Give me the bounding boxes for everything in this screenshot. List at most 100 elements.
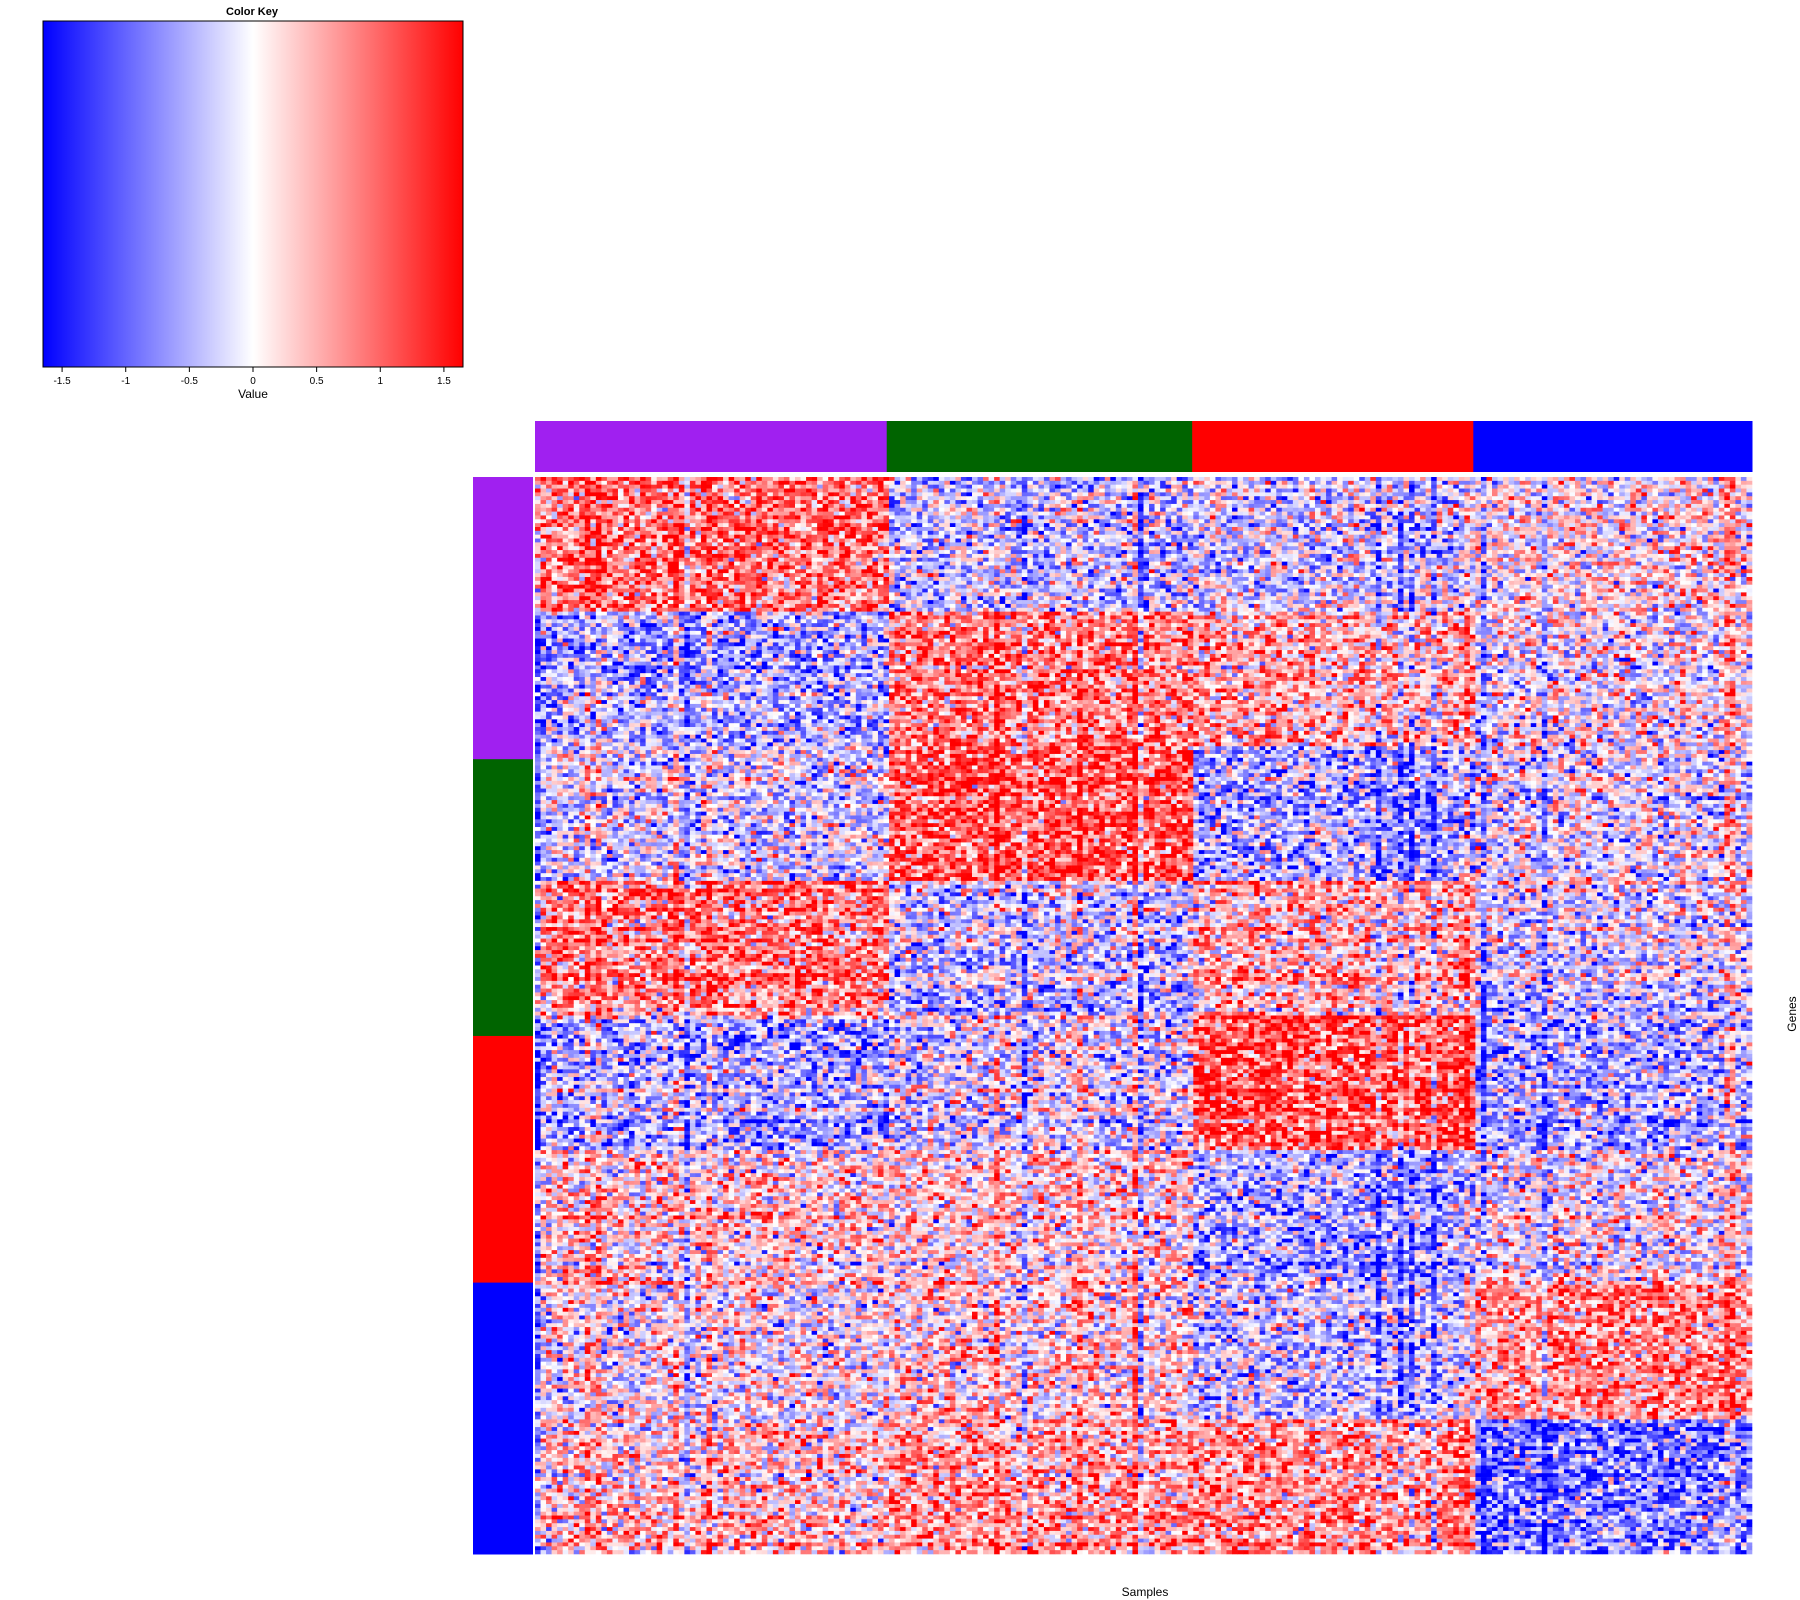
heatmap-cell bbox=[1049, 477, 1055, 481]
heatmap-cell bbox=[1636, 481, 1642, 485]
heatmap-cell bbox=[1531, 485, 1537, 489]
heatmap-cell bbox=[1658, 477, 1664, 481]
heatmap-cell bbox=[546, 485, 552, 489]
heatmap-cell bbox=[612, 485, 618, 489]
heatmap-cell bbox=[944, 485, 950, 489]
heatmap-cell bbox=[740, 477, 746, 481]
heatmap-cell bbox=[706, 485, 712, 489]
heatmap-cell bbox=[1210, 477, 1216, 481]
heatmap-cell bbox=[1105, 481, 1111, 485]
heatmap-cell bbox=[789, 485, 795, 489]
heatmap-cell bbox=[1520, 481, 1526, 485]
heatmap-cell bbox=[729, 485, 735, 489]
heatmap-cell bbox=[1669, 485, 1675, 489]
heatmap-cell bbox=[1066, 485, 1072, 489]
heatmap-cell bbox=[834, 485, 840, 489]
heatmap-cell bbox=[1464, 485, 1470, 489]
heatmap-cell bbox=[1586, 485, 1592, 489]
heatmap-cell bbox=[1415, 477, 1421, 481]
heatmap-cell bbox=[1569, 485, 1575, 489]
heatmap-cell bbox=[828, 477, 834, 481]
heatmap-cell bbox=[1055, 481, 1061, 485]
heatmap-cell bbox=[939, 477, 945, 481]
heatmap-cell bbox=[690, 481, 696, 485]
heatmap-cell bbox=[745, 481, 751, 485]
heatmap-cell bbox=[651, 489, 657, 493]
heatmap-cell bbox=[1514, 481, 1520, 485]
heatmap-cell bbox=[1708, 477, 1714, 481]
heatmap-cell bbox=[1226, 485, 1232, 489]
heatmap-cell bbox=[1741, 477, 1747, 481]
heatmap-cell bbox=[1061, 477, 1067, 481]
heatmap-cell bbox=[1481, 485, 1487, 489]
heatmap-cell bbox=[668, 485, 674, 489]
heatmap-cell bbox=[734, 485, 740, 489]
heatmap-cell bbox=[1619, 481, 1625, 485]
heatmap-cell bbox=[1719, 485, 1725, 489]
heatmap-cell bbox=[1470, 481, 1476, 485]
heatmap-cell bbox=[762, 477, 768, 481]
heatmap-cell bbox=[806, 477, 812, 481]
heatmap-cell bbox=[1116, 477, 1122, 481]
heatmap-cell bbox=[1486, 481, 1492, 485]
heatmap-cell bbox=[1171, 477, 1177, 481]
heatmap-cell bbox=[601, 489, 607, 493]
heatmap-cell bbox=[1298, 485, 1304, 489]
heatmap-cell bbox=[817, 477, 823, 481]
heatmap-cell bbox=[978, 485, 984, 489]
heatmap-cell bbox=[640, 485, 646, 489]
heatmap-cell bbox=[568, 481, 574, 485]
heatmap-cell bbox=[1564, 477, 1570, 481]
heatmap-cell bbox=[933, 477, 939, 481]
heatmap-cell bbox=[690, 477, 696, 481]
heatmap-cell bbox=[657, 481, 663, 485]
heatmap-cell bbox=[1542, 481, 1548, 485]
heatmap-cell bbox=[624, 489, 630, 493]
heatmap-cell bbox=[1121, 485, 1127, 489]
heatmap-cell bbox=[673, 485, 679, 489]
heatmap-cell bbox=[828, 481, 834, 485]
heatmap-cell bbox=[1226, 481, 1232, 485]
heatmap-cell bbox=[1675, 481, 1681, 485]
heatmap-cell bbox=[629, 477, 635, 481]
heatmap-cell bbox=[579, 477, 585, 481]
heatmap-cell bbox=[1016, 477, 1022, 481]
heatmap-cell bbox=[552, 489, 558, 493]
heatmap-cell bbox=[1160, 481, 1166, 485]
heatmap-cell bbox=[646, 481, 652, 485]
heatmap-cell bbox=[657, 485, 663, 489]
heatmap-cell bbox=[579, 485, 585, 489]
heatmap-cell bbox=[1193, 481, 1199, 485]
heatmap-cell bbox=[712, 485, 718, 489]
heatmap-cell bbox=[1697, 481, 1703, 485]
heatmap-cell bbox=[1442, 477, 1448, 481]
heatmap-cell bbox=[773, 485, 779, 489]
heatmap-cell bbox=[1182, 485, 1188, 489]
heatmap-cell bbox=[1625, 477, 1631, 481]
heatmap-cell bbox=[1730, 477, 1736, 481]
heatmap-cell bbox=[1719, 481, 1725, 485]
heatmap-cell bbox=[1492, 477, 1498, 481]
color-key-tick-label: -0.5 bbox=[181, 376, 199, 387]
heatmap-cell bbox=[839, 477, 845, 481]
heatmap-cell bbox=[646, 489, 652, 493]
heatmap-cell bbox=[1498, 481, 1504, 485]
heatmap-cell bbox=[1282, 485, 1288, 489]
heatmap-cell bbox=[740, 481, 746, 485]
heatmap-cell bbox=[1381, 481, 1387, 485]
heatmap-cell bbox=[568, 489, 574, 493]
heatmap-cell bbox=[1475, 481, 1481, 485]
sample-group-purple bbox=[535, 421, 887, 472]
gene-group-bar bbox=[473, 477, 533, 1555]
heatmap-cell bbox=[922, 485, 928, 489]
color-key-title: Color Key bbox=[226, 6, 279, 18]
heatmap-cell bbox=[922, 477, 928, 481]
heatmap-cell bbox=[878, 485, 884, 489]
heatmap-cell bbox=[856, 489, 862, 493]
heatmap-cell bbox=[712, 481, 718, 485]
heatmap-cell bbox=[1155, 481, 1161, 485]
heatmap-cell bbox=[740, 489, 746, 493]
heatmap-cell bbox=[1481, 481, 1487, 485]
heatmap-cell bbox=[778, 489, 784, 493]
heatmap-cell bbox=[983, 481, 989, 485]
